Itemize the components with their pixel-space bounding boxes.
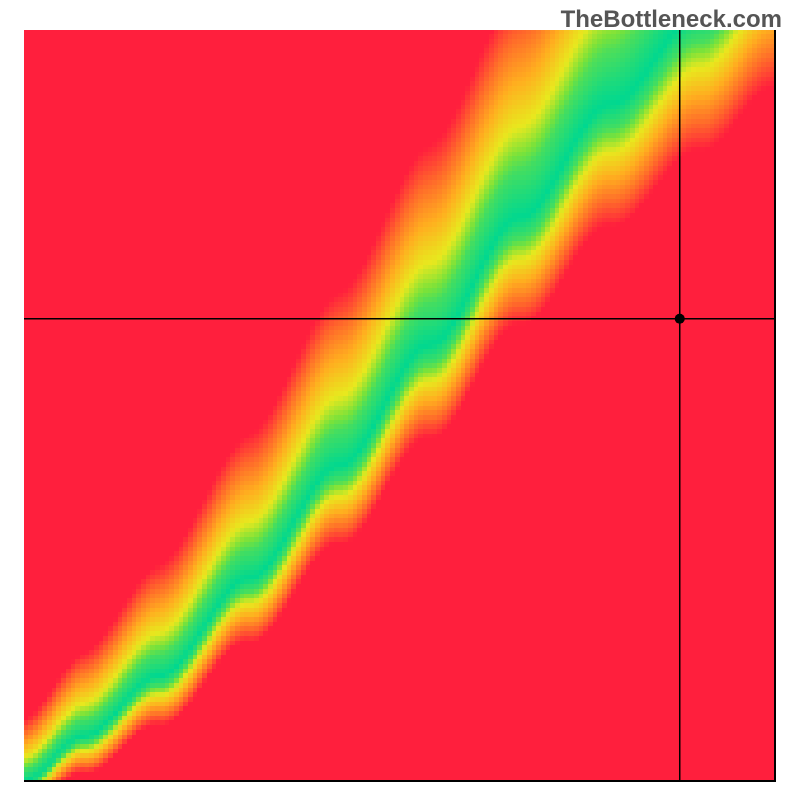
bottleneck-heatmap-canvas	[24, 30, 776, 782]
plot-area	[24, 30, 776, 782]
watermark-text: TheBottleneck.com	[561, 6, 782, 34]
chart-container: TheBottleneck.com	[0, 0, 800, 800]
